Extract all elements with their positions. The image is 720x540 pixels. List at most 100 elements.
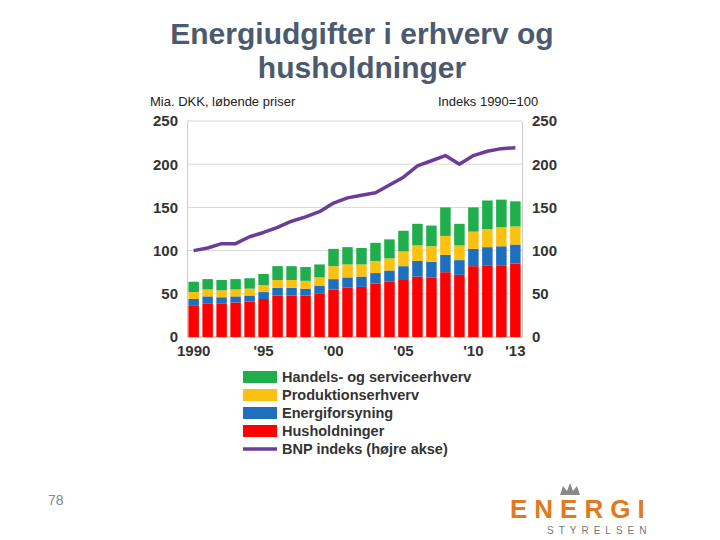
tick: 50 — [522, 285, 549, 302]
tick-label: 250 — [532, 112, 557, 129]
chart-svg: Energiudgifter i erhverv oghusholdninger… — [0, 0, 720, 540]
tick-label: '00 — [323, 342, 343, 359]
bar — [272, 266, 282, 280]
legend-label: Produktionserhverv — [282, 387, 419, 403]
tick-label: 200 — [532, 156, 557, 173]
bar — [286, 296, 296, 337]
tick-label: 100 — [532, 242, 557, 259]
bar — [202, 296, 212, 303]
bar — [412, 277, 422, 337]
bar — [496, 265, 506, 337]
bar — [510, 245, 520, 264]
bar — [384, 282, 394, 337]
bar — [468, 207, 478, 231]
grid — [187, 121, 522, 337]
tick-label: 150 — [532, 199, 557, 216]
tick-label: '10 — [463, 342, 483, 359]
tick: 100 — [522, 242, 557, 259]
bar — [188, 306, 198, 337]
tick: '13 — [505, 337, 525, 359]
y-axis-label: Mia. DKK, løbende priser — [150, 94, 296, 109]
bar — [370, 283, 380, 337]
tick: 100 — [153, 242, 187, 259]
bar — [188, 282, 198, 292]
axis-line — [188, 337, 523, 338]
bar — [356, 287, 366, 337]
legend-label: BNP indeks (højre akse) — [282, 441, 448, 457]
legend-item: Produktionserhverv — [243, 387, 419, 403]
plot-area — [188, 148, 520, 337]
bar — [384, 270, 394, 281]
logo: ENERGISTYRELSEN — [510, 483, 652, 536]
tick-label: 50 — [161, 285, 178, 302]
legend-item: Husholdninger — [243, 423, 385, 439]
bar — [496, 246, 506, 265]
bar — [412, 245, 422, 261]
axis-line — [522, 122, 523, 338]
bar — [286, 266, 296, 280]
axis-line — [187, 122, 188, 338]
bar — [440, 272, 450, 337]
bar — [272, 296, 282, 337]
legend-label: Energiforsyning — [282, 405, 393, 421]
page-number: 78 — [48, 492, 64, 508]
legend-label: Handels- og serviceerhverv — [282, 369, 471, 385]
bar — [216, 280, 226, 290]
bar — [258, 274, 268, 285]
bar — [482, 229, 492, 247]
tick: '95 — [253, 337, 273, 359]
bar — [468, 232, 478, 249]
bar — [230, 296, 240, 302]
bar — [342, 247, 352, 264]
tick: '05 — [393, 337, 413, 359]
bar — [412, 261, 422, 277]
line — [194, 148, 516, 251]
bar — [370, 273, 380, 283]
bar — [314, 277, 324, 286]
bar — [342, 264, 352, 277]
bar — [216, 303, 226, 337]
tick-label: 50 — [532, 285, 549, 302]
bar — [454, 260, 464, 275]
bar — [482, 247, 492, 265]
bar — [202, 279, 212, 289]
bar — [300, 296, 310, 337]
tick-label: 1990 — [177, 342, 210, 359]
logo-text: ENERGI — [510, 494, 652, 524]
bar — [244, 289, 254, 296]
tick: 250 — [522, 112, 557, 129]
bar-series — [188, 200, 520, 292]
bar — [258, 292, 268, 299]
bar-series — [188, 245, 520, 306]
grid-line — [187, 164, 522, 165]
bar — [482, 200, 492, 229]
legend-item: Handels- og serviceerhverv — [243, 369, 471, 385]
bar — [384, 239, 394, 258]
bar — [328, 266, 338, 279]
bar — [496, 200, 506, 228]
legend-swatch — [243, 447, 277, 451]
bar — [328, 289, 338, 337]
bar — [398, 266, 408, 279]
bar — [272, 280, 282, 288]
bar — [370, 261, 380, 273]
bar — [370, 243, 380, 261]
legend-label: Husholdninger — [282, 423, 385, 439]
bar — [440, 255, 450, 272]
bar — [440, 207, 450, 236]
bar — [230, 302, 240, 337]
tick-label: '95 — [253, 342, 273, 359]
bar — [328, 279, 338, 289]
tick-label: 200 — [153, 156, 178, 173]
title: Energiudgifter i erhverv oghusholdninger — [170, 17, 553, 84]
bar — [300, 281, 310, 289]
bar — [426, 277, 436, 337]
bar — [356, 264, 366, 276]
bar — [510, 264, 520, 337]
bar — [216, 297, 226, 303]
bar — [468, 266, 478, 337]
bar — [426, 246, 436, 262]
tick: 200 — [522, 156, 557, 173]
logo-subtitle: STYRELSEN — [547, 525, 651, 536]
tick-label: 100 — [153, 242, 178, 259]
